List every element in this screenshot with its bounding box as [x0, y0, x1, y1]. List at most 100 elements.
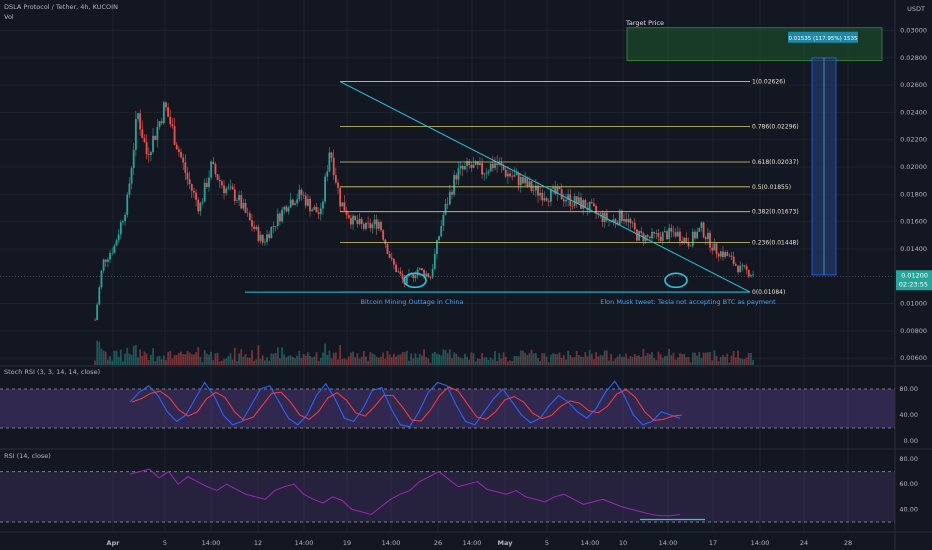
volume-bar	[698, 352, 701, 365]
candle-body	[459, 165, 462, 169]
candle-body	[517, 173, 520, 186]
volume-bar	[502, 352, 505, 365]
candle-body	[468, 161, 471, 166]
candle-body	[651, 231, 653, 239]
candle-body	[455, 175, 458, 180]
volume-bar	[717, 361, 720, 365]
volume-bar	[289, 355, 292, 365]
volume-bar	[111, 360, 114, 365]
candle-body	[311, 209, 314, 212]
candle-body	[330, 152, 333, 158]
candle-body	[317, 212, 320, 215]
candle-body	[614, 219, 617, 223]
candle-body	[558, 187, 561, 190]
candle-body	[233, 189, 236, 201]
volume-bar	[425, 357, 428, 365]
candle-body	[145, 142, 148, 155]
volume-bar	[507, 361, 509, 365]
volume-bar	[326, 354, 329, 365]
candle-body	[537, 185, 539, 196]
indicator-panes: Stoch RSI (3, 3, 14, 14, close) RSI (14, …	[0, 365, 932, 523]
candle-body	[659, 236, 662, 241]
volume-bar	[436, 353, 438, 365]
candle-body	[236, 200, 238, 201]
time-tick-label: 5	[545, 539, 549, 547]
candle-body	[395, 264, 397, 273]
candle-body	[691, 231, 694, 246]
volume-bar	[565, 359, 567, 365]
candle-body	[162, 102, 165, 124]
candle-body	[229, 186, 232, 188]
candle-body	[588, 202, 591, 211]
candle-body	[431, 268, 434, 278]
candle-body	[668, 227, 671, 240]
volume-bar	[380, 356, 382, 365]
candle-body	[296, 199, 299, 204]
volume-bar	[440, 355, 443, 365]
candle-body	[332, 157, 335, 176]
candle-body	[177, 149, 180, 152]
volume-bar	[653, 357, 656, 365]
candle-body	[94, 319, 96, 321]
volume-bar	[580, 356, 582, 365]
volume-bar	[476, 358, 479, 365]
candle-body	[231, 186, 234, 190]
symbol-header: DSLA Protocol / Tether, 4h, KUCOIN	[4, 3, 118, 11]
volume-bar	[287, 355, 290, 365]
candle-body	[382, 230, 385, 240]
volume-bar	[337, 359, 339, 365]
candle-body	[319, 208, 322, 215]
candle-body	[567, 194, 570, 200]
volume-bar	[238, 353, 240, 365]
volume-bar	[683, 354, 686, 365]
volume-bar	[739, 358, 742, 365]
volume-bar	[122, 361, 124, 365]
volume-bar	[343, 358, 346, 365]
candle-body	[554, 187, 557, 194]
volume-bar	[279, 358, 281, 365]
candle-body	[676, 231, 679, 237]
candle-body	[246, 212, 249, 214]
volume-bar	[180, 351, 182, 365]
candle-body	[580, 197, 582, 209]
volume-bar	[397, 354, 400, 365]
candle-body	[360, 219, 363, 224]
volume-bar	[158, 355, 161, 365]
volume-bar	[511, 361, 514, 365]
volume-bar	[668, 348, 671, 365]
volume-bar	[724, 356, 727, 365]
volume-bar	[369, 352, 372, 365]
candle-body	[307, 198, 309, 206]
candle-body	[362, 223, 365, 229]
volume-bar	[431, 353, 434, 365]
volume-bar	[141, 356, 144, 365]
candle-body	[154, 135, 157, 140]
volume-bar	[468, 359, 471, 365]
volume-bar	[588, 349, 591, 365]
volume-bar	[595, 352, 597, 365]
candle-body	[519, 176, 522, 186]
volume-bar	[642, 348, 645, 365]
volume-bar	[498, 353, 501, 365]
candle-body	[534, 185, 537, 191]
price-tick-label: 0.01600	[900, 218, 927, 226]
volume-bar	[625, 353, 628, 365]
candle-body	[285, 206, 288, 212]
current-price-value: 0.01200	[901, 271, 928, 279]
candle-body	[186, 172, 189, 180]
candle-body	[601, 212, 604, 222]
candle-body	[158, 121, 161, 127]
candle-body	[530, 181, 533, 191]
volume-bar	[100, 348, 103, 365]
candle-body	[384, 239, 387, 245]
volume-bar	[212, 360, 215, 365]
time-tick-label: 12	[254, 539, 262, 547]
volume-bar	[515, 356, 518, 365]
time-tick-label: 14:00	[295, 539, 314, 547]
price-tick-label: 0.02400	[900, 108, 927, 116]
volume-bar	[139, 349, 142, 365]
volume-bar	[483, 357, 486, 365]
candle-body	[139, 113, 142, 130]
current-price-badge	[896, 270, 932, 291]
